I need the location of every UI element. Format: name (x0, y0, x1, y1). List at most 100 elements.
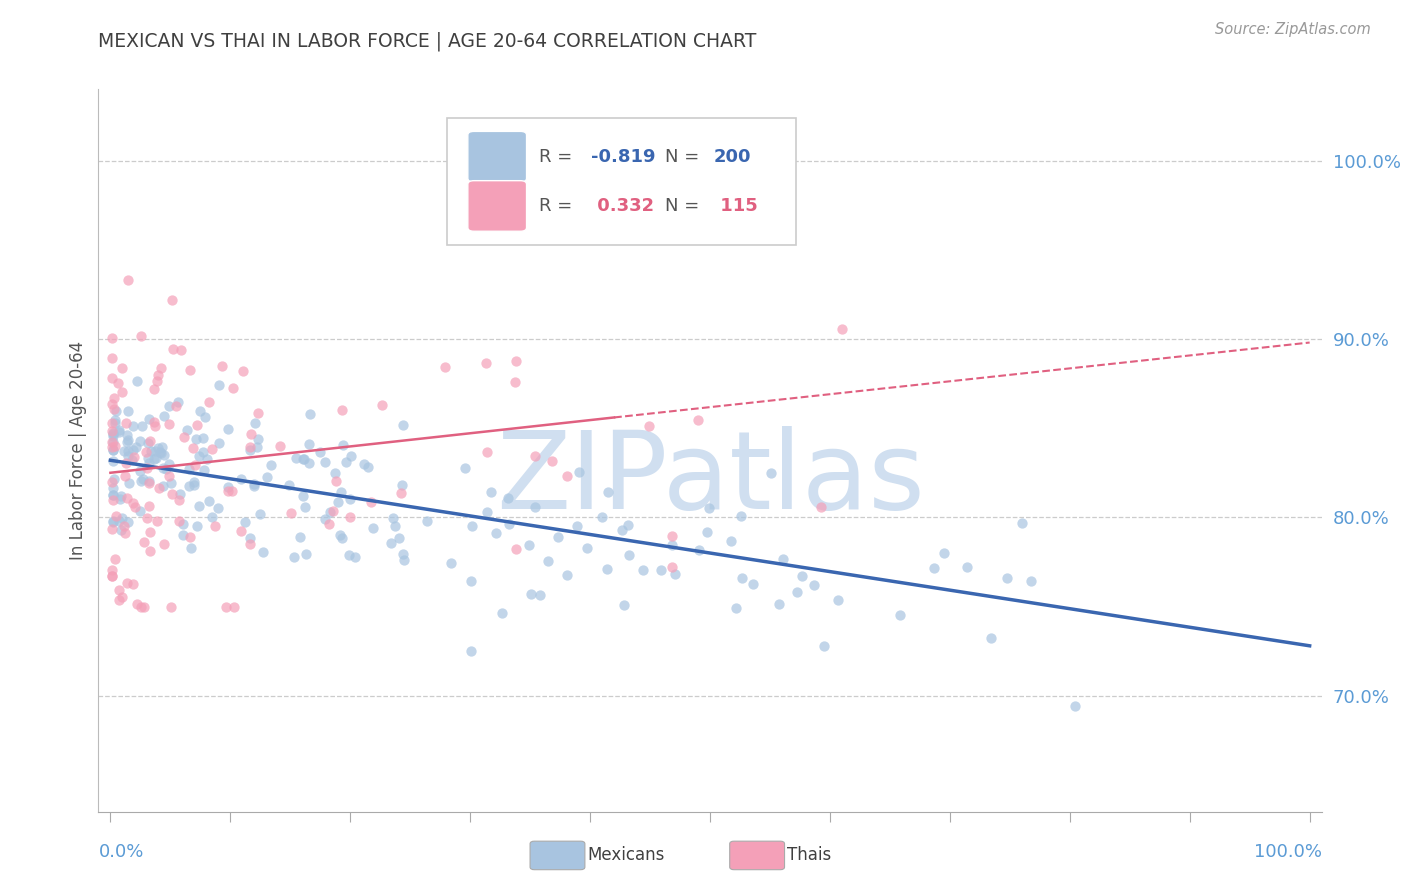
Point (243, 477, 266, 491)
Point (150, 440, 173, 454)
Point (616, 518, 638, 533)
Point (180, 541, 202, 555)
Point (100, 397, 122, 411)
Text: Source: ZipAtlas.com: Source: ZipAtlas.com (1215, 22, 1371, 37)
Point (103, 391, 125, 405)
Point (207, 501, 229, 516)
Point (280, 506, 302, 520)
Point (186, 418, 208, 433)
Point (103, 487, 125, 501)
Point (477, 445, 499, 459)
Point (221, 484, 243, 499)
Point (388, 531, 411, 545)
Point (637, 419, 659, 434)
Point (183, 478, 205, 492)
Point (664, 566, 686, 581)
Point (100, 563, 122, 577)
Point (1063, 699, 1085, 714)
Point (191, 445, 214, 459)
Point (596, 484, 619, 499)
Point (314, 455, 336, 469)
Point (127, 597, 149, 611)
Point (186, 519, 208, 533)
Point (145, 374, 167, 388)
Point (454, 461, 477, 475)
Point (149, 444, 172, 458)
Point (294, 500, 316, 514)
Point (131, 419, 153, 434)
Point (211, 359, 233, 373)
Point (101, 481, 124, 495)
Point (363, 520, 385, 534)
Point (146, 514, 169, 528)
Point (283, 549, 305, 564)
Point (142, 382, 165, 396)
Point (394, 553, 416, 567)
Point (222, 599, 245, 614)
Point (117, 449, 139, 463)
Point (217, 422, 239, 436)
Point (498, 517, 520, 532)
Point (661, 529, 683, 543)
Point (256, 470, 278, 484)
Point (136, 511, 159, 525)
Point (285, 451, 308, 466)
Point (339, 449, 361, 463)
Point (1019, 574, 1042, 588)
Point (332, 532, 354, 546)
Point (177, 461, 200, 475)
Point (520, 586, 543, 600)
Text: 115: 115 (714, 197, 758, 215)
Point (165, 399, 187, 413)
Point (392, 548, 415, 562)
Point (229, 472, 252, 486)
Point (186, 432, 208, 446)
Point (138, 456, 160, 470)
Point (157, 457, 180, 471)
Point (125, 374, 148, 388)
Point (152, 461, 174, 475)
Point (124, 500, 146, 515)
Point (371, 398, 394, 412)
Point (121, 577, 143, 591)
Point (107, 376, 129, 390)
Point (198, 395, 221, 409)
Point (103, 454, 125, 468)
Point (231, 524, 253, 538)
Point (184, 458, 207, 472)
Point (100, 435, 122, 450)
Point (111, 361, 134, 376)
Point (143, 419, 166, 434)
Point (269, 439, 291, 453)
Point (108, 425, 131, 440)
Point (239, 440, 262, 454)
Point (217, 480, 239, 494)
Point (110, 523, 132, 537)
FancyBboxPatch shape (447, 118, 796, 244)
Point (169, 515, 191, 529)
Point (138, 524, 160, 539)
Point (661, 538, 683, 552)
Point (153, 448, 176, 462)
Point (297, 456, 319, 470)
Point (108, 593, 131, 607)
Point (813, 639, 835, 653)
Point (612, 523, 634, 537)
Point (360, 495, 382, 509)
Point (238, 442, 260, 457)
Point (101, 522, 124, 536)
Text: R =: R = (538, 197, 578, 215)
Point (134, 535, 156, 549)
Point (536, 553, 558, 567)
Point (142, 451, 165, 466)
Point (686, 413, 709, 427)
Point (100, 331, 122, 345)
Point (461, 519, 484, 533)
Text: -0.819: -0.819 (592, 148, 655, 166)
Point (292, 489, 315, 503)
Point (335, 455, 357, 469)
Point (150, 445, 173, 459)
Point (730, 509, 752, 524)
Point (121, 496, 143, 510)
Point (152, 479, 174, 493)
